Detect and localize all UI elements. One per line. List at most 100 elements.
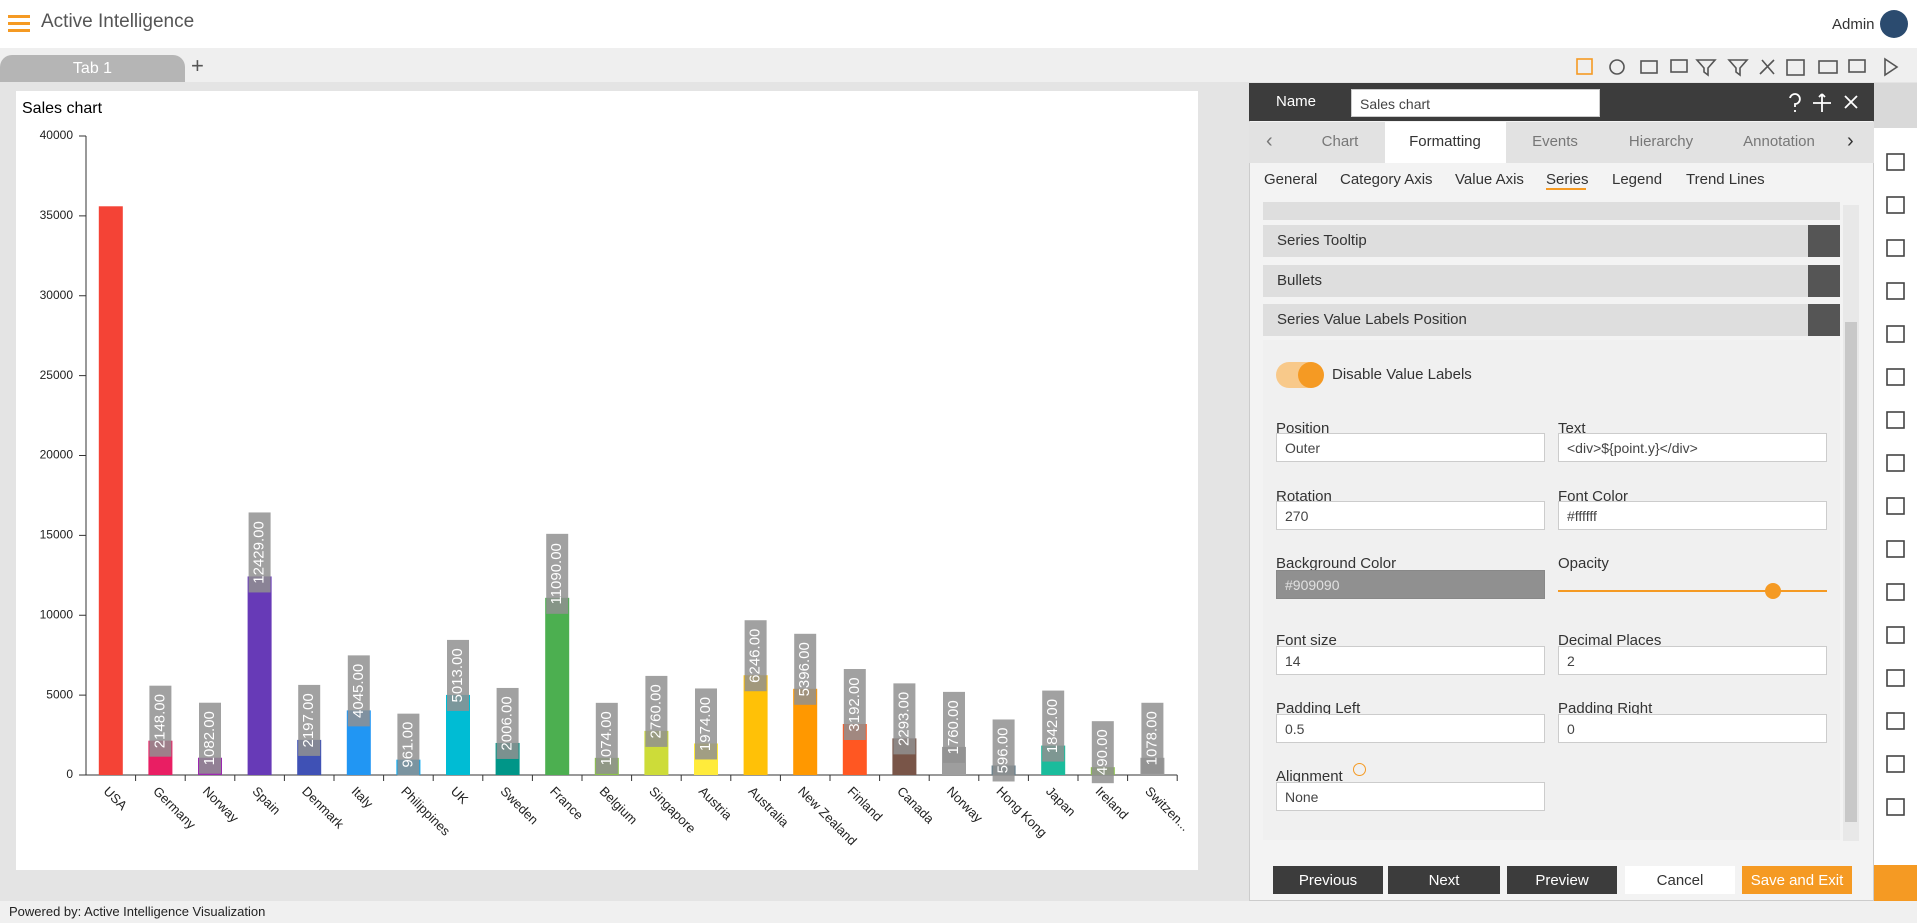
panel-tab[interactable]: Chart <box>1321 133 1359 150</box>
y-tick-label: 10000 <box>40 607 74 621</box>
tab-next[interactable]: › <box>1847 130 1854 152</box>
toggle-label: Disable Value Labels <box>1332 366 1472 383</box>
value-label: 1842.00 <box>1044 699 1061 753</box>
section-header[interactable]: Series Value Labels Position <box>1263 304 1840 336</box>
sidebar-icon[interactable] <box>1886 669 1905 687</box>
panel-tab[interactable]: Annotation <box>1743 133 1815 150</box>
sidebar-top[interactable] <box>1874 83 1917 128</box>
value-label: 596.00 <box>995 728 1012 774</box>
field-input[interactable]: #ffffff <box>1558 501 1827 530</box>
panel-tab[interactable]: Formatting <box>1409 133 1481 150</box>
x-tick-label: Hong Kong <box>993 784 1050 841</box>
clipped-section <box>1263 202 1840 220</box>
field-input[interactable]: 2 <box>1558 646 1827 675</box>
info-icon[interactable] <box>1353 763 1366 776</box>
sidebar-icon[interactable] <box>1886 454 1905 472</box>
field-input[interactable]: 0 <box>1558 714 1827 743</box>
button[interactable]: Previous <box>1273 866 1383 894</box>
active-tab <box>1385 122 1506 163</box>
user-name[interactable]: Admin <box>1832 16 1875 33</box>
sidebar-icon[interactable] <box>1886 798 1905 816</box>
sidebar-bottom[interactable] <box>1874 865 1917 901</box>
toolbar-icons[interactable] <box>1575 56 1905 78</box>
field-label: Font Color <box>1558 488 1629 505</box>
value-label: 2293.00 <box>895 692 912 746</box>
subtab[interactable]: Series <box>1546 171 1589 188</box>
sidebar-icon[interactable] <box>1886 196 1905 214</box>
panel-tab[interactable]: Events <box>1532 133 1578 150</box>
x-tick-label: Norway <box>200 784 242 826</box>
chart-title: Sales chart <box>22 100 103 117</box>
sidebar-icon[interactable] <box>1886 712 1905 730</box>
panel-tab[interactable]: Hierarchy <box>1628 133 1694 150</box>
toggle-knob[interactable] <box>1298 362 1324 388</box>
panel-header-icons[interactable] <box>1785 92 1867 114</box>
value-label-box <box>595 702 618 774</box>
section-header[interactable]: Series Tooltip <box>1263 225 1840 257</box>
name-input[interactable]: Sales chart <box>1351 89 1600 117</box>
value-label-box <box>149 685 172 757</box>
x-tick-label: Belgium <box>597 784 641 828</box>
field-input[interactable]: 14 <box>1276 646 1545 675</box>
tab-prev[interactable]: ‹ <box>1266 130 1273 152</box>
x-tick-label: Denmark <box>299 784 347 832</box>
value-label: 5396.00 <box>796 642 813 696</box>
sidebar-icon[interactable] <box>1886 411 1905 429</box>
value-label: 1078.00 <box>1143 711 1160 765</box>
subtab[interactable]: Trend Lines <box>1686 171 1765 188</box>
tab[interactable]: Tab 1 <box>0 55 185 82</box>
menu-icon[interactable] <box>8 14 30 32</box>
sidebar-icon[interactable] <box>1886 497 1905 515</box>
x-tick-label: Italy <box>349 784 377 812</box>
subtab[interactable]: Legend <box>1612 171 1663 188</box>
x-tick-label: Finland <box>845 784 886 825</box>
top-bar <box>0 0 1917 48</box>
field-label: Padding Left <box>1276 700 1361 717</box>
button[interactable]: Save and Exit <box>1742 866 1852 894</box>
sidebar-icon[interactable] <box>1886 239 1905 257</box>
x-tick-label: Germany <box>150 784 199 833</box>
sidebar-icon[interactable] <box>1886 325 1905 343</box>
section-toggle[interactable] <box>1808 225 1840 257</box>
field-input[interactable]: Outer <box>1276 433 1545 462</box>
opacity-knob[interactable] <box>1765 583 1781 599</box>
section-toggle[interactable] <box>1808 304 1840 336</box>
field-input[interactable]: <div>${point.y}</div> <box>1558 433 1827 462</box>
section-toggle[interactable] <box>1808 265 1840 297</box>
value-label: 1974.00 <box>697 697 714 751</box>
field-input[interactable]: 0.5 <box>1276 714 1545 743</box>
field-input[interactable]: #909090 <box>1276 570 1545 599</box>
sidebar-icon[interactable] <box>1886 626 1905 644</box>
button[interactable]: Cancel <box>1625 866 1735 894</box>
value-label-box <box>943 691 965 763</box>
section-header[interactable]: Bullets <box>1263 265 1840 297</box>
button[interactable]: Next <box>1388 866 1500 894</box>
value-label-box <box>397 713 420 776</box>
avatar[interactable] <box>1880 10 1908 38</box>
field-input[interactable]: 270 <box>1276 501 1545 530</box>
subtab[interactable]: General <box>1264 171 1318 188</box>
subtab[interactable]: Category Axis <box>1340 171 1433 188</box>
sidebar-icon[interactable] <box>1886 153 1905 171</box>
field-label: Font size <box>1276 632 1337 649</box>
add-tab[interactable]: + <box>191 53 204 78</box>
sidebar <box>1874 83 1917 901</box>
panel-tabs <box>1249 122 1874 163</box>
sidebar-icon[interactable] <box>1886 540 1905 558</box>
value-label: 5013.00 <box>449 648 466 702</box>
sidebar-icons[interactable] <box>1874 83 1917 901</box>
x-tick-label: Ireland <box>1093 784 1132 823</box>
value-label: 2197.00 <box>300 693 317 747</box>
button[interactable]: Preview <box>1507 866 1617 894</box>
y-tick-label: 15000 <box>40 528 74 542</box>
field-input[interactable]: None <box>1276 782 1545 811</box>
sidebar-icon[interactable] <box>1886 368 1905 386</box>
x-tick-label: Switzen... <box>1142 784 1192 834</box>
sidebar-icon[interactable] <box>1886 282 1905 300</box>
subtab[interactable]: Value Axis <box>1455 171 1524 188</box>
sidebar-icon[interactable] <box>1886 583 1905 601</box>
scrollbar-thumb[interactable] <box>1845 322 1857 822</box>
opacity-slider[interactable] <box>1558 590 1827 592</box>
sidebar-icon[interactable] <box>1886 755 1905 773</box>
